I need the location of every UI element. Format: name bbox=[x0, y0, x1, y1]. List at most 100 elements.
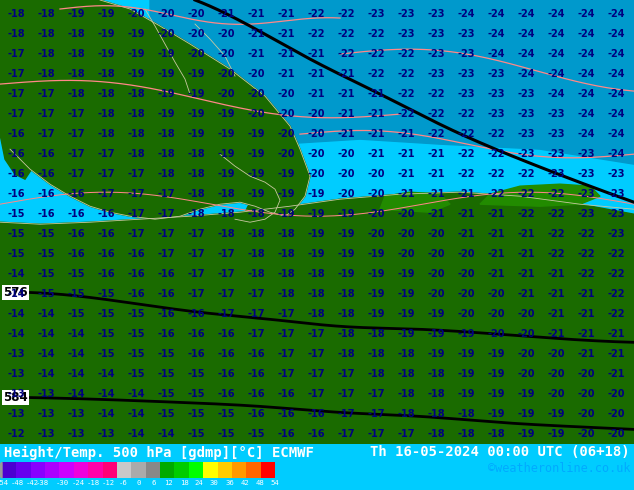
Text: -17: -17 bbox=[217, 249, 235, 259]
Text: -18: -18 bbox=[397, 349, 415, 359]
Text: -6: -6 bbox=[119, 480, 127, 486]
Text: -19: -19 bbox=[427, 329, 444, 339]
Text: -18: -18 bbox=[397, 369, 415, 379]
Text: -18: -18 bbox=[307, 309, 325, 319]
Text: -18: -18 bbox=[97, 129, 115, 139]
Text: -18: -18 bbox=[187, 209, 205, 219]
Text: -21: -21 bbox=[398, 189, 415, 199]
Text: -17: -17 bbox=[217, 309, 235, 319]
Text: -16: -16 bbox=[7, 169, 25, 179]
Text: -17: -17 bbox=[367, 410, 385, 419]
Text: -20: -20 bbox=[367, 209, 385, 219]
Text: 6: 6 bbox=[152, 480, 156, 486]
Text: -18: -18 bbox=[367, 349, 385, 359]
Text: -13: -13 bbox=[37, 429, 55, 440]
Text: -22: -22 bbox=[547, 189, 565, 199]
Text: -22: -22 bbox=[398, 49, 415, 59]
Text: -15: -15 bbox=[127, 369, 145, 379]
Text: -22: -22 bbox=[427, 129, 444, 139]
Text: -22: -22 bbox=[517, 209, 534, 219]
Text: -17: -17 bbox=[127, 169, 145, 179]
Text: -19: -19 bbox=[337, 209, 355, 219]
Text: -14: -14 bbox=[37, 349, 55, 359]
Text: -14: -14 bbox=[127, 410, 145, 419]
Bar bbox=[30, 462, 45, 478]
Text: -13: -13 bbox=[37, 390, 55, 399]
Text: -19: -19 bbox=[517, 390, 534, 399]
Text: -18: -18 bbox=[157, 149, 175, 159]
Text: -15: -15 bbox=[187, 369, 205, 379]
Text: -14: -14 bbox=[67, 369, 85, 379]
Text: -19: -19 bbox=[427, 349, 444, 359]
Text: -17: -17 bbox=[217, 270, 235, 279]
Text: -18: -18 bbox=[457, 410, 475, 419]
Text: -22: -22 bbox=[457, 169, 475, 179]
Text: -20: -20 bbox=[247, 69, 265, 79]
Text: -19: -19 bbox=[127, 49, 145, 59]
Text: -14: -14 bbox=[127, 390, 145, 399]
Bar bbox=[160, 462, 174, 478]
Text: -17: -17 bbox=[187, 270, 205, 279]
Text: -15: -15 bbox=[97, 349, 115, 359]
Text: -21: -21 bbox=[517, 229, 534, 239]
Text: 54: 54 bbox=[271, 480, 280, 486]
Text: 576: 576 bbox=[3, 286, 28, 299]
Text: -22: -22 bbox=[607, 289, 624, 299]
Text: -18: -18 bbox=[217, 209, 235, 219]
Text: -19: -19 bbox=[127, 29, 145, 39]
Polygon shape bbox=[240, 204, 330, 279]
Bar bbox=[146, 462, 160, 478]
Text: -21: -21 bbox=[337, 89, 355, 99]
Text: -17: -17 bbox=[398, 429, 415, 440]
Text: -19: -19 bbox=[217, 109, 235, 119]
Text: -42: -42 bbox=[26, 480, 39, 486]
Text: -19: -19 bbox=[398, 289, 415, 299]
Text: -19: -19 bbox=[547, 410, 565, 419]
Text: -14: -14 bbox=[7, 289, 25, 299]
Text: -20: -20 bbox=[307, 109, 325, 119]
Text: -19: -19 bbox=[187, 89, 205, 99]
Text: -17: -17 bbox=[277, 349, 295, 359]
Text: -17: -17 bbox=[97, 189, 115, 199]
Text: -15: -15 bbox=[67, 309, 85, 319]
Text: -16: -16 bbox=[157, 289, 175, 299]
Text: -21: -21 bbox=[427, 189, 444, 199]
Text: -18: -18 bbox=[337, 289, 355, 299]
Text: -21: -21 bbox=[488, 270, 505, 279]
Text: -18: -18 bbox=[37, 69, 55, 79]
Text: -19: -19 bbox=[217, 169, 235, 179]
Text: 48: 48 bbox=[256, 480, 264, 486]
Text: -24: -24 bbox=[547, 69, 565, 79]
Text: -19: -19 bbox=[307, 209, 325, 219]
Text: -18: -18 bbox=[37, 49, 55, 59]
Text: -16: -16 bbox=[37, 149, 55, 159]
Text: -22: -22 bbox=[488, 169, 505, 179]
Text: -19: -19 bbox=[488, 390, 505, 399]
Text: -16: -16 bbox=[247, 390, 265, 399]
Polygon shape bbox=[410, 273, 426, 279]
Text: -24: -24 bbox=[607, 29, 624, 39]
Text: -24: -24 bbox=[547, 89, 565, 99]
Text: -20: -20 bbox=[367, 169, 385, 179]
Text: -24: -24 bbox=[577, 29, 595, 39]
Text: -17: -17 bbox=[277, 329, 295, 339]
Text: -15: -15 bbox=[37, 229, 55, 239]
Text: -15: -15 bbox=[37, 289, 55, 299]
Text: -19: -19 bbox=[97, 9, 115, 19]
Text: -23: -23 bbox=[398, 9, 415, 19]
Text: -24: -24 bbox=[577, 129, 595, 139]
Text: -19: -19 bbox=[277, 169, 295, 179]
Text: -17: -17 bbox=[37, 129, 55, 139]
Text: -13: -13 bbox=[7, 369, 25, 379]
Text: -38: -38 bbox=[36, 480, 49, 486]
Text: -22: -22 bbox=[367, 29, 385, 39]
Text: -20: -20 bbox=[307, 129, 325, 139]
Bar bbox=[2, 462, 16, 478]
Text: -19: -19 bbox=[277, 209, 295, 219]
Text: -18: -18 bbox=[67, 29, 85, 39]
Text: -19: -19 bbox=[457, 369, 475, 379]
Text: -21: -21 bbox=[307, 89, 325, 99]
Bar bbox=[203, 462, 217, 478]
Text: -20: -20 bbox=[547, 349, 565, 359]
Text: -20: -20 bbox=[457, 270, 475, 279]
